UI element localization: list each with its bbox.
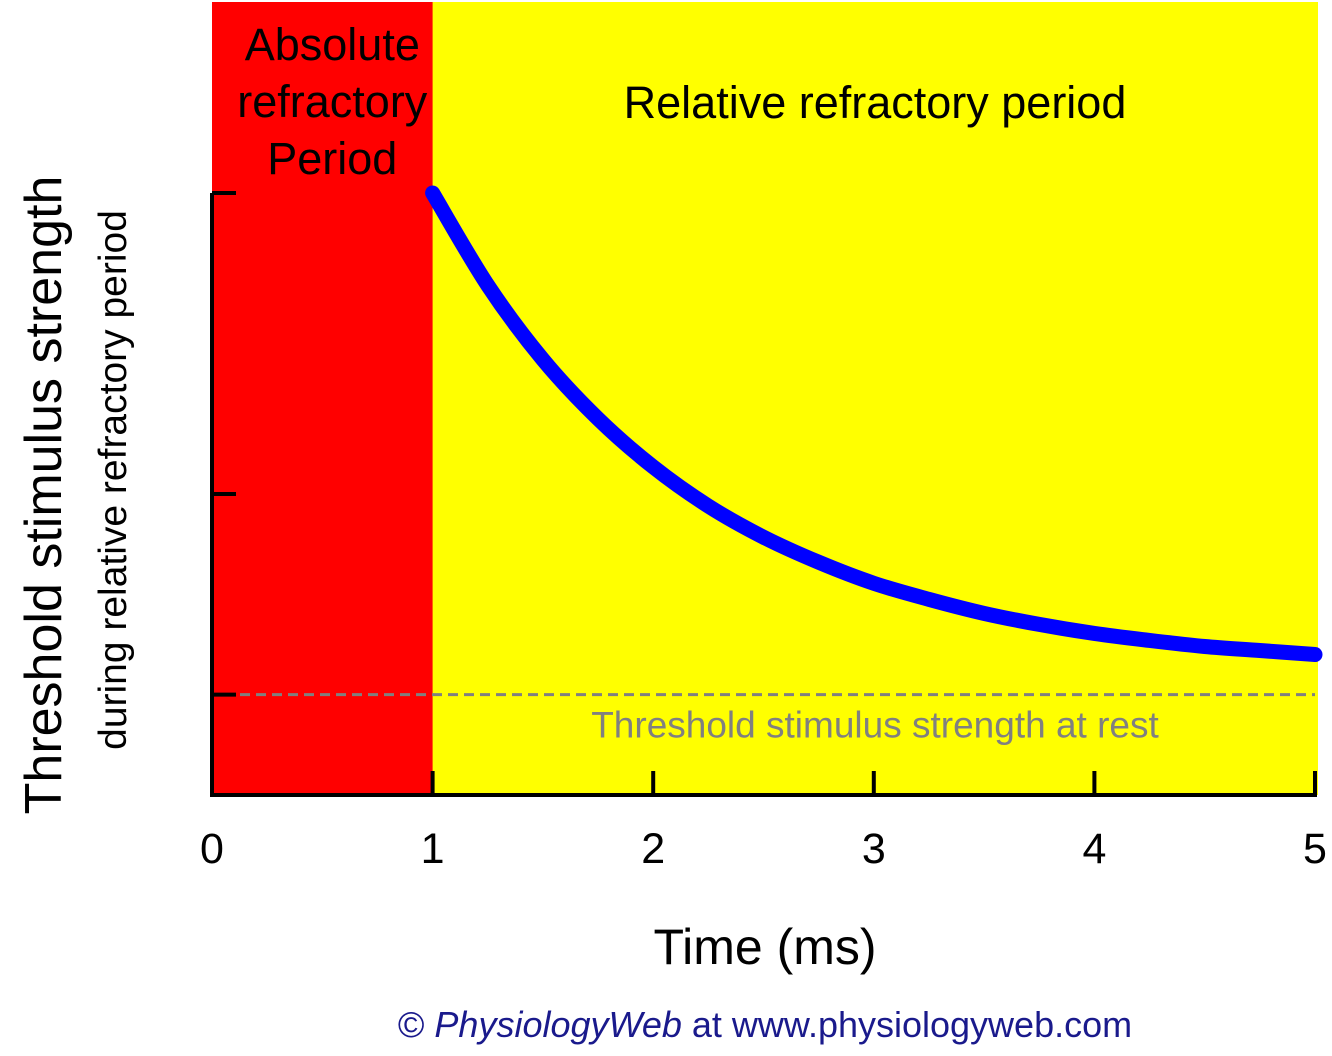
rest-threshold-reference: Threshold stimulus strength at rest xyxy=(240,693,1315,746)
chart-series xyxy=(425,185,1323,663)
chart-axes xyxy=(210,191,1317,797)
curve-point-13 xyxy=(1093,632,1095,634)
copyright-footer: © PhysiologyWeb at www.physiologyweb.com xyxy=(0,1003,1332,1046)
y-axis-title: Threshold stimulus strength xyxy=(15,176,73,815)
brand-name: PhysiologyWeb xyxy=(434,1004,682,1045)
curve-point-7 xyxy=(763,536,764,538)
region-label-relative: Relative refractory period xyxy=(624,77,1127,128)
rest-threshold-label: Threshold stimulus strength at rest xyxy=(591,705,1159,746)
x-tick-label-0: 0 xyxy=(200,825,224,873)
curve-point-2 xyxy=(487,284,489,286)
copyright-symbol: © xyxy=(397,1004,425,1045)
region-labels: Absolute refractory Period Relative refract… xyxy=(237,19,1126,184)
curve-point-10 xyxy=(928,598,930,600)
x-axis-ticks: 0 1 2 3 4 5 xyxy=(200,771,1327,873)
x-tick-label-5: 5 xyxy=(1303,825,1327,873)
axis-titles: Threshold stimulus strength during relat… xyxy=(15,176,877,975)
x-axis-title: Time (ms) xyxy=(653,919,876,975)
curve-point-11 xyxy=(983,612,985,614)
curve-point-14 xyxy=(1149,639,1151,641)
curve-point-17 xyxy=(1314,654,1316,656)
region-label-absolute-line-3: Period xyxy=(267,133,397,184)
region-label-absolute-line-1: Absolute xyxy=(245,19,420,70)
threshold-curve xyxy=(425,185,1323,663)
footer-url-text: at www.physiologyweb.com xyxy=(691,1004,1133,1045)
curve-point-12 xyxy=(1038,623,1040,625)
x-tick-label-4: 4 xyxy=(1082,825,1106,873)
region-absolute xyxy=(212,2,437,795)
region-label-absolute-line-2: refractory xyxy=(237,76,428,127)
curve-point-3 xyxy=(542,359,544,361)
curve-point-1 xyxy=(432,192,434,194)
curve-point-16 xyxy=(1259,650,1261,652)
curve-point-5 xyxy=(652,466,654,468)
refractory-regions xyxy=(212,2,1319,795)
x-tick-label-1: 1 xyxy=(421,825,445,873)
x-tick-label-2: 2 xyxy=(641,825,665,873)
curve-point-15 xyxy=(1204,646,1206,648)
y-axis-subtitle: during relative refractory period xyxy=(92,210,135,750)
curve-point-8 xyxy=(818,561,820,563)
x-tick-label-3: 3 xyxy=(862,825,886,873)
curve-point-4 xyxy=(597,418,599,420)
curve-point-6 xyxy=(707,505,709,507)
curve-point-9 xyxy=(873,582,875,584)
